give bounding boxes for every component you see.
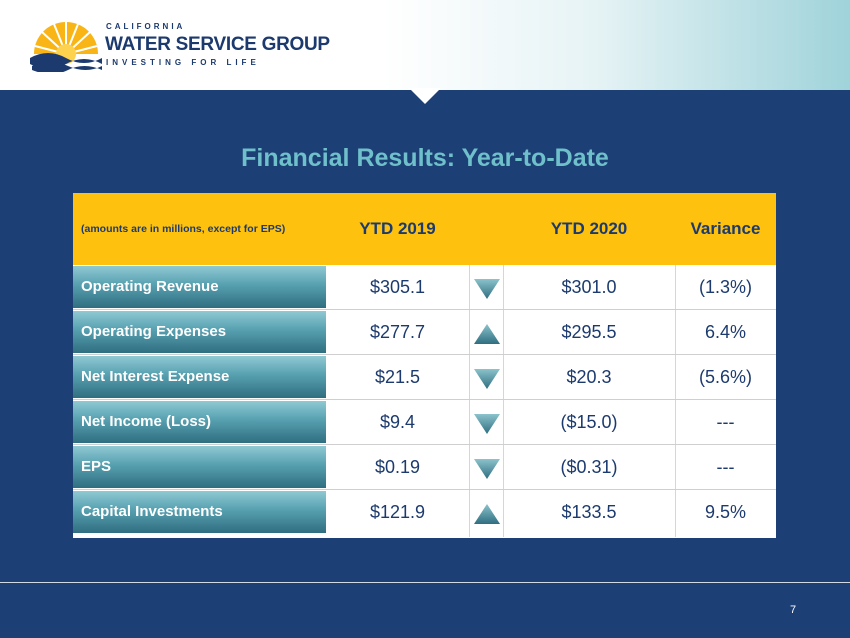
sun-wave-logo-icon xyxy=(30,22,102,72)
row-label: Operating Revenue xyxy=(73,266,326,308)
table-row: Net Interest Expense $21.5 $20.3 (5.6%) xyxy=(73,355,776,400)
down-arrow-icon xyxy=(474,459,500,479)
up-arrow-icon xyxy=(474,324,500,344)
column-divider xyxy=(675,265,676,537)
variance-value: --- xyxy=(716,457,735,477)
logo-line-tagline: INVESTING FOR LIFE xyxy=(106,58,260,67)
amounts-note: (amounts are in millions, except for EPS… xyxy=(81,223,286,235)
variance-value: --- xyxy=(716,412,735,432)
variance-value: 6.4% xyxy=(704,322,747,342)
financial-results-table: (amounts are in millions, except for EPS… xyxy=(73,193,776,538)
column-header-ytd-2019: YTD 2019 xyxy=(359,219,436,238)
company-logo: CALIFORNIA WATER SERVICE GROUP INVESTING… xyxy=(30,18,330,78)
ytd-2019-value: $9.4 xyxy=(379,412,416,432)
ytd-2019-value: $305.1 xyxy=(369,277,426,297)
row-label: Net Interest Expense xyxy=(73,356,326,398)
table-row: Operating Expenses $277.7 $295.5 6.4% xyxy=(73,310,776,355)
table-row: Operating Revenue $305.1 $301.0 (1.3%) xyxy=(73,265,776,310)
ytd-2020-value: $20.3 xyxy=(566,367,612,387)
row-label: EPS xyxy=(73,446,326,488)
ytd-2019-value: $277.7 xyxy=(369,322,426,342)
row-label: Net Income (Loss) xyxy=(73,401,326,443)
row-label: Operating Expenses xyxy=(73,311,326,353)
down-arrow-icon xyxy=(474,369,500,389)
ytd-2020-value: $133.5 xyxy=(561,502,617,522)
ytd-2020-value: ($0.31) xyxy=(560,457,618,477)
table-header-row: (amounts are in millions, except for EPS… xyxy=(73,193,776,265)
column-divider xyxy=(503,265,504,537)
slide-header xyxy=(0,0,850,90)
column-header-variance: Variance xyxy=(690,219,761,238)
header-notch xyxy=(409,88,441,104)
ytd-2020-value: $295.5 xyxy=(561,322,617,342)
footer-divider xyxy=(0,582,850,583)
variance-value: 9.5% xyxy=(704,502,747,522)
ytd-2019-value: $121.9 xyxy=(369,502,426,522)
table-row: EPS $0.19 ($0.31) --- xyxy=(73,445,776,490)
slide-title: Financial Results: Year-to-Date xyxy=(241,144,609,172)
column-divider xyxy=(469,265,470,537)
page-number: 7 xyxy=(790,604,797,616)
row-label: Capital Investments xyxy=(73,491,326,533)
table-row: Capital Investments $121.9 $133.5 9.5% xyxy=(73,490,776,535)
ytd-2019-value: $21.5 xyxy=(374,367,421,387)
ytd-2020-value: $301.0 xyxy=(561,277,617,297)
up-arrow-icon xyxy=(474,504,500,524)
down-arrow-icon xyxy=(474,279,500,299)
variance-value: (5.6%) xyxy=(698,367,752,387)
ytd-2020-value: ($15.0) xyxy=(560,412,618,432)
logo-line-california: CALIFORNIA xyxy=(106,22,186,31)
ytd-2019-value: $0.19 xyxy=(374,457,421,477)
down-arrow-icon xyxy=(474,414,500,434)
logo-line-company-name: WATER SERVICE GROUP xyxy=(105,34,330,55)
variance-value: (1.3%) xyxy=(698,277,752,297)
column-header-ytd-2020: YTD 2020 xyxy=(550,219,628,238)
table-row: Net Income (Loss) $9.4 ($15.0) --- xyxy=(73,400,776,445)
